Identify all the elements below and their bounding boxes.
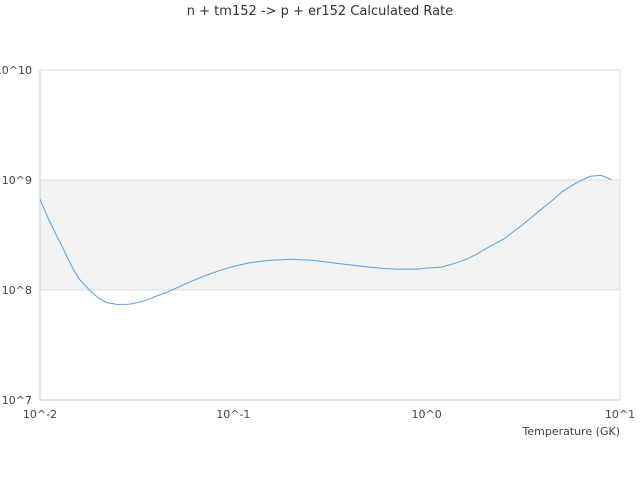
x-axis-title: Temperature (GK) (522, 425, 621, 438)
y-tick-label: 10^8 (2, 284, 32, 297)
rate-series-line (39, 174, 612, 305)
x-tick-label: 10^0 (412, 408, 442, 421)
chart-title: n + tm152 -> p + er152 Calculated Rate (186, 4, 454, 19)
y-tick-label: 10^9 (2, 174, 32, 187)
x-tick-label: 10^-1 (216, 408, 250, 421)
y-tick-label: 10^7 (2, 394, 32, 407)
shaded-band (40, 180, 620, 290)
y-tick-label: 10^10 (0, 64, 32, 77)
x-tick-label: 10^-2 (23, 408, 57, 421)
x-tick-label: 10^1 (605, 408, 635, 421)
